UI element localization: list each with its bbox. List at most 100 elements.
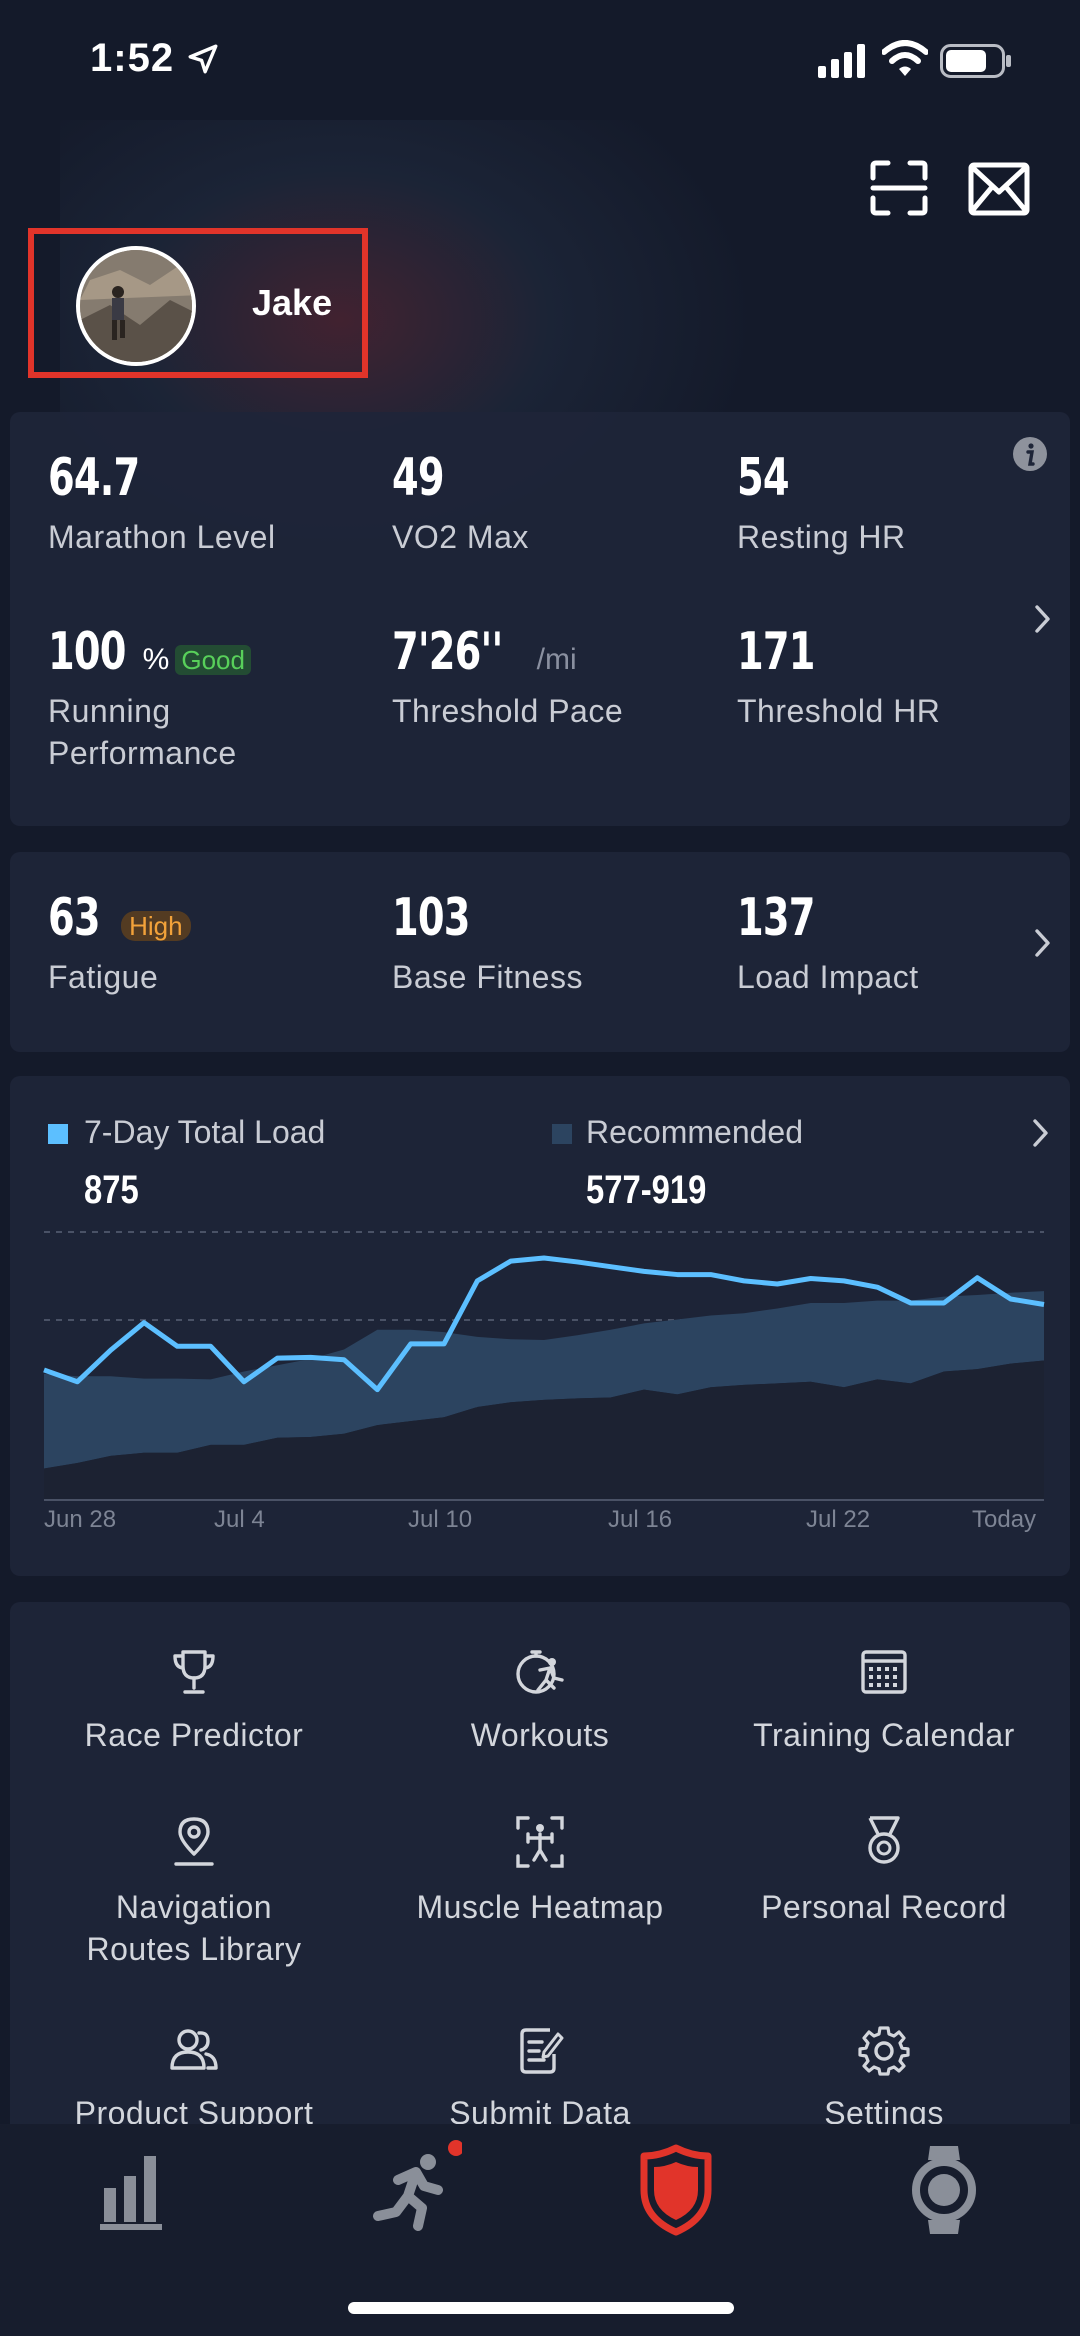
battery-icon <box>940 44 1011 78</box>
high-badge: High <box>121 911 191 941</box>
threshold-pace-unit: /mi <box>536 643 577 676</box>
navigation-label-line2: Routes Library <box>86 1931 302 1967</box>
resting-hr-metric: 54 Resting HR <box>737 448 906 558</box>
map-pin-icon <box>174 1817 214 1866</box>
load-impact-metric: 137 Load Impact <box>737 888 919 998</box>
fatigue-label: Fatigue <box>48 959 159 995</box>
load-card[interactable] <box>10 852 1070 1052</box>
navigation-routes-label: Navigation Routes Library <box>24 1886 364 1970</box>
vo2max-label: VO2 Max <box>392 519 529 555</box>
training-calendar-label: Training Calendar <box>753 1717 1015 1753</box>
users-icon <box>170 2029 218 2070</box>
load-impact-label: Load Impact <box>737 959 919 995</box>
marathon-level-value: 64.7 <box>48 448 140 508</box>
bottom-tab-bar <box>0 2124 1080 2336</box>
navigation-label-line1: Navigation <box>115 1889 273 1925</box>
medal-icon <box>868 1816 900 1864</box>
running-performance-label-line2: Performance <box>48 735 237 771</box>
good-badge: Good <box>175 645 251 675</box>
legend-total-swatch <box>48 1124 68 1144</box>
threshold-pace-value: 7'26'' <box>392 622 503 682</box>
gear-icon <box>858 2026 910 2076</box>
personal-record-label: Personal Record <box>761 1889 1007 1925</box>
tab-shield-icon[interactable] <box>626 2140 726 2240</box>
recommended-band <box>44 1291 1044 1469</box>
chevron-right-icon[interactable] <box>1032 926 1054 960</box>
avatar-photo <box>80 250 192 362</box>
race-predictor-label: Race Predictor <box>84 1717 304 1753</box>
threshold-hr-metric: 171 Threshold HR <box>737 622 940 732</box>
x-tick-label: Jun 28 <box>44 1506 117 1533</box>
below-recommended-area <box>44 1360 1044 1500</box>
race-predictor-item[interactable]: Race Predictor <box>24 1646 364 1756</box>
running-performance-label: Running Performance <box>48 690 251 774</box>
edit-document-icon <box>520 2028 564 2074</box>
x-tick-label: Jul 16 <box>608 1506 673 1533</box>
running-performance-unit: % <box>142 643 170 676</box>
scan-icon[interactable] <box>870 160 928 216</box>
notification-dot <box>448 2140 462 2156</box>
location-arrow-icon <box>188 44 218 74</box>
load-impact-value: 137 <box>737 888 815 948</box>
product-support-item[interactable]: Product Support <box>24 2024 364 2134</box>
legend-total-value: 875 <box>84 1168 139 1212</box>
marathon-level-label: Marathon Level <box>48 519 276 555</box>
workouts-item[interactable]: Workouts <box>370 1646 710 1756</box>
muscle-heatmap-label: Muscle Heatmap <box>416 1889 664 1925</box>
tools-grid-card <box>10 1602 1070 2222</box>
tab-watch-icon[interactable] <box>894 2140 994 2240</box>
x-tick-label: Today <box>972 1506 1037 1533</box>
tab-run-icon[interactable] <box>362 2140 462 2240</box>
signal-icon <box>818 44 865 78</box>
calendar-icon <box>861 1650 907 1694</box>
workouts-icon <box>516 1650 564 1694</box>
home-indicator <box>348 2302 734 2314</box>
fatigue-value: 63 <box>48 888 101 948</box>
profile-highlight[interactable]: Jake <box>28 228 368 378</box>
vo2max-value: 49 <box>392 448 445 508</box>
legend-recommended-swatch <box>552 1124 572 1144</box>
threshold-pace-label: Threshold Pace <box>392 693 624 729</box>
personal-record-item[interactable]: Personal Record <box>714 1814 1054 1928</box>
training-calendar-item[interactable]: Training Calendar <box>714 1646 1054 1756</box>
threshold-hr-value: 171 <box>737 622 815 682</box>
workouts-label: Workouts <box>470 1717 610 1753</box>
submit-data-item[interactable]: Submit Data <box>370 2024 710 2134</box>
status-bar: 1:52 <box>0 0 1080 120</box>
running-performance-value: 100 <box>48 622 126 682</box>
muscle-heatmap-icon <box>516 1816 564 1868</box>
legend-recommended-label: Recommended <box>586 1114 803 1150</box>
tab-stats-icon[interactable] <box>84 2140 184 2240</box>
x-tick-label: Jul 22 <box>806 1506 871 1533</box>
chevron-right-icon[interactable] <box>1032 602 1054 636</box>
mail-icon[interactable] <box>968 162 1030 216</box>
settings-item[interactable]: Settings <box>714 2024 1054 2134</box>
base-fitness-value: 103 <box>392 888 470 948</box>
profile-name[interactable]: Jake <box>252 282 333 323</box>
running-performance-label-line1: Running <box>48 693 171 729</box>
legend-total-label: 7-Day Total Load <box>84 1114 326 1150</box>
running-performance-metric: 100% Good Running Performance <box>48 622 251 774</box>
chevron-right-icon[interactable] <box>1030 1116 1052 1150</box>
muscle-heatmap-item[interactable]: Muscle Heatmap <box>370 1814 710 1928</box>
base-fitness-metric: 103 Base Fitness <box>392 888 583 998</box>
marathon-level-metric: 64.7 Marathon Level <box>48 448 276 558</box>
x-tick-label: Jul 4 <box>214 1506 265 1533</box>
threshold-pace-metric: 7'26'' /mi Threshold Pace <box>392 622 623 732</box>
x-tick-label: Jul 10 <box>408 1506 473 1533</box>
fatigue-metric: 63 High Fatigue <box>48 888 191 998</box>
navigation-routes-item[interactable]: Navigation Routes Library <box>24 1814 364 1970</box>
info-icon[interactable] <box>1012 436 1048 472</box>
avatar[interactable] <box>76 246 196 366</box>
status-time: 1:52 <box>90 36 175 80</box>
trophy-icon <box>173 1650 215 1694</box>
threshold-hr-label: Threshold HR <box>737 693 941 729</box>
legend-recommended-value: 577-919 <box>586 1168 707 1212</box>
performance-card[interactable] <box>10 412 1070 826</box>
base-fitness-label: Base Fitness <box>392 959 583 995</box>
resting-hr-label: Resting HR <box>737 519 906 555</box>
resting-hr-value: 54 <box>737 448 790 508</box>
wifi-icon <box>882 40 928 76</box>
vo2max-metric: 49 VO2 Max <box>392 448 529 558</box>
